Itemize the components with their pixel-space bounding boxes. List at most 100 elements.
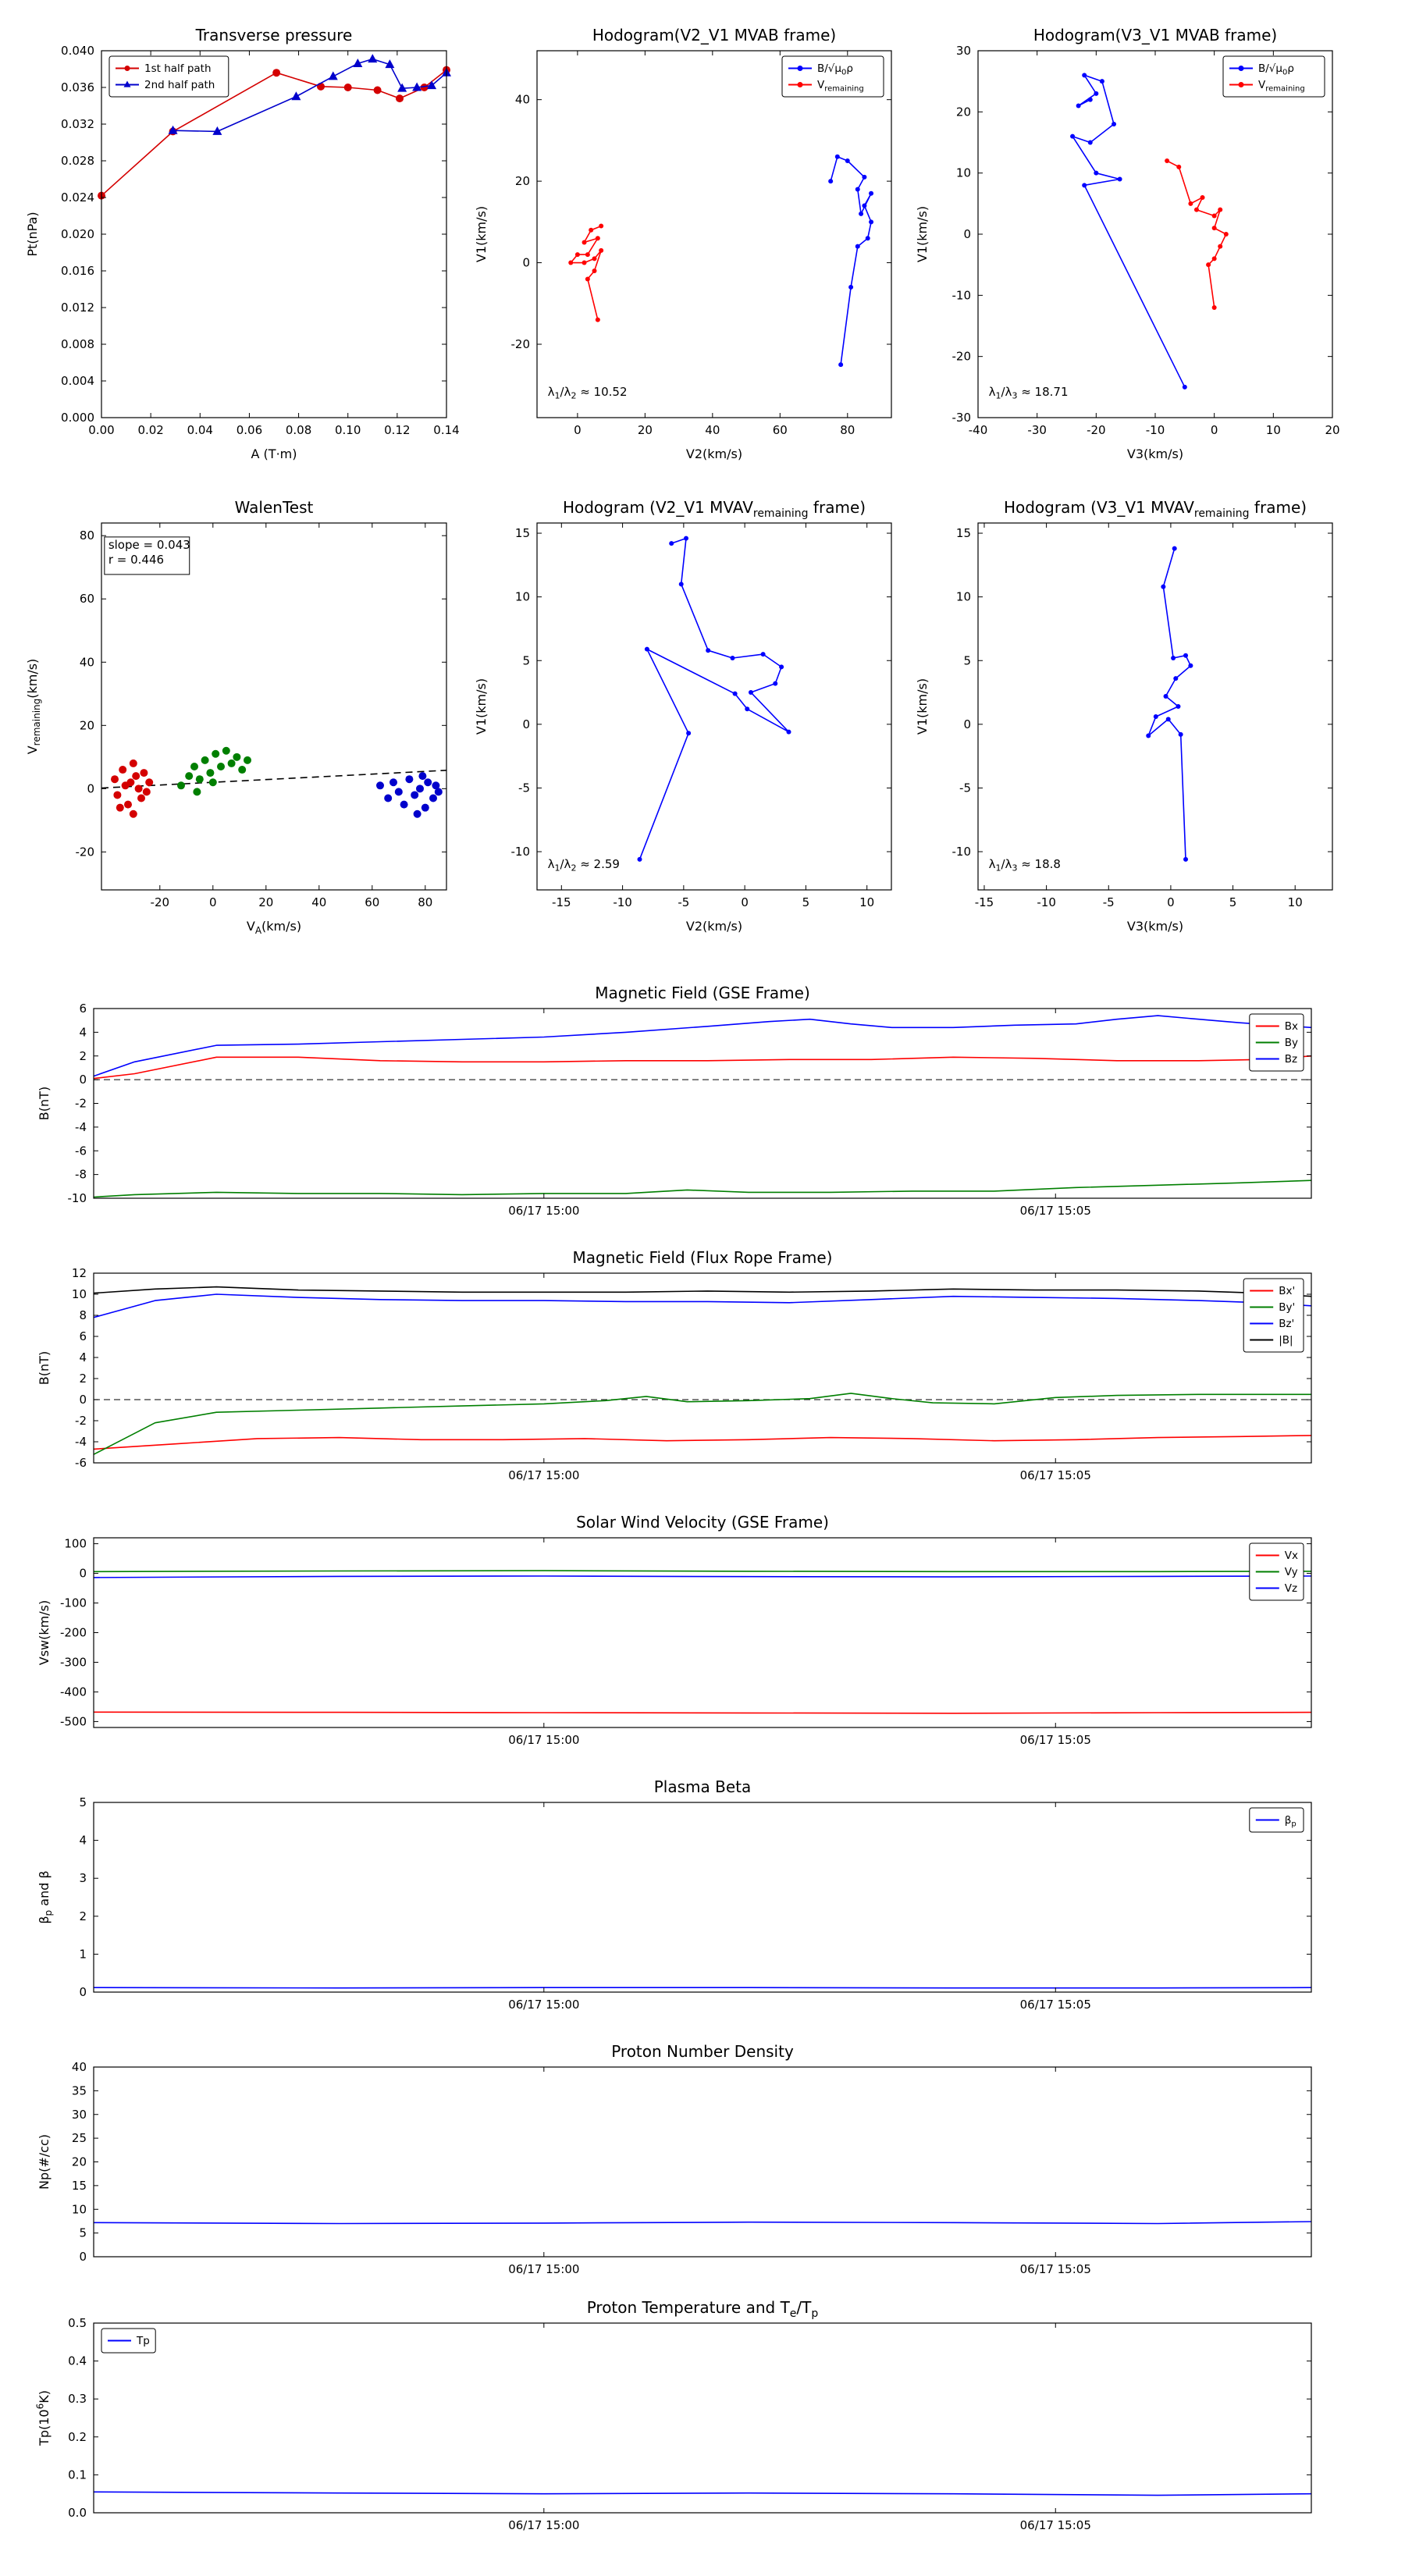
- svg-text:5: 5: [79, 1795, 87, 1809]
- plot-area: [537, 523, 891, 890]
- svg-text:10: 10: [956, 590, 971, 604]
- legend-label: 2nd half path: [144, 79, 215, 91]
- svg-text:0.04: 0.04: [187, 423, 213, 437]
- plot-svg-np: 06/17 15:00 06/17 15:05 0 5 10 15 20 25 30 35 40 Pr…: [37, 2042, 1312, 2276]
- svg-text:-400: -400: [60, 1685, 87, 1699]
- plot-title: Hodogram (V3_V1 MVAVremaining frame): [1004, 498, 1307, 520]
- annotation-text: λ1/λ3 ≈ 18.71: [989, 385, 1069, 401]
- svg-text:80: 80: [418, 895, 432, 909]
- legend-label: Tp: [136, 2335, 150, 2347]
- svg-text:0: 0: [1167, 895, 1175, 909]
- plot-svg-hod5: -15 -10 -5 0 5 10 -10 -5 0 5 10 15 Hodogram (V2_V1 M…: [474, 498, 892, 934]
- svg-text:3: 3: [79, 1871, 87, 1885]
- series-fit: [101, 770, 447, 789]
- y-axis-label: V1(km/s): [474, 206, 489, 262]
- svg-text:80: 80: [840, 423, 855, 437]
- y-axis-label: B(nT): [37, 1351, 52, 1385]
- y-axis-label: V1(km/s): [915, 206, 930, 262]
- legend-label: Vy: [1285, 1566, 1298, 1578]
- svg-text:40: 40: [515, 93, 530, 107]
- svg-text:20: 20: [515, 174, 530, 188]
- svg-text:0.000: 0.000: [61, 411, 94, 425]
- svg-text:40: 40: [705, 423, 720, 437]
- axes-ticks: 06/17 15:00 06/17 15:05 -10 -8 -6 -4 -2 0 2 4 6: [68, 1002, 1311, 1218]
- svg-text:40: 40: [72, 2060, 87, 2074]
- legend-label: B/√μ0ρ: [1258, 62, 1294, 76]
- svg-text:1: 1: [79, 1947, 87, 1961]
- svg-text:8: 8: [79, 1308, 87, 1322]
- svg-text:06/17 15:00: 06/17 15:00: [508, 1733, 579, 1747]
- svg-text:-10: -10: [1037, 895, 1056, 909]
- svg-text:40: 40: [311, 895, 326, 909]
- axes-frame: [93, 1802, 1312, 1993]
- svg-text:30: 30: [72, 2108, 87, 2122]
- y-axis-label: Pt(nPa): [25, 212, 40, 256]
- plot-area: [94, 2067, 1311, 2257]
- svg-text:-20: -20: [511, 337, 531, 351]
- plot-area: [101, 51, 446, 418]
- svg-text:10: 10: [956, 166, 971, 180]
- svg-text:06/17 15:00: 06/17 15:00: [508, 2518, 579, 2532]
- series-By': [93, 1393, 1311, 1455]
- svg-text:20: 20: [956, 105, 971, 119]
- series-Tp: [93, 2491, 1312, 2496]
- svg-text:06/17 15:00: 06/17 15:00: [508, 2262, 579, 2276]
- series-|B|: [93, 1286, 1312, 1297]
- svg-text:0: 0: [522, 717, 530, 731]
- annotation-text: slope = 0.043: [108, 538, 190, 552]
- legend: βp: [1249, 1807, 1304, 1833]
- svg-text:0.02: 0.02: [137, 423, 163, 437]
- svg-text:20: 20: [638, 423, 653, 437]
- axes-ticks: -20 0 20 40 60 80 -20 0 20 40 60 80: [76, 523, 446, 909]
- plot-plasma-beta: 06/17 15:00 06/17 15:05 0 1 2 3 4 5 Plasma Beta β…: [31, 1771, 1327, 2017]
- svg-text:10: 10: [515, 590, 530, 604]
- plot-svg-bfr: 06/17 15:00 06/17 15:05 -6 -4 -2 0 2 4 6 8 10 12 Mag…: [37, 1248, 1312, 1482]
- legend-label: |B|: [1279, 1334, 1293, 1347]
- svg-text:5: 5: [522, 653, 530, 667]
- svg-text:0: 0: [79, 1073, 87, 1087]
- svg-text:-10: -10: [1146, 423, 1165, 437]
- svg-text:0: 0: [79, 1393, 87, 1407]
- annotation-text: r = 0.446: [108, 553, 164, 567]
- axes-ticks: 06/17 15:00 06/17 15:05 0 5 10 15 20 25 30 35 40: [72, 2060, 1311, 2276]
- plot-title: Transverse pressure: [195, 26, 353, 44]
- svg-text:0: 0: [209, 895, 217, 909]
- legend-label: Bx': [1279, 1285, 1295, 1297]
- plot-title: Hodogram(V2_V1 MVAB frame): [592, 26, 836, 44]
- svg-text:0.012: 0.012: [61, 301, 94, 315]
- svg-text:-6: -6: [75, 1456, 87, 1470]
- x-axis-label: V3(km/s): [1127, 919, 1183, 934]
- svg-text:2: 2: [79, 1372, 87, 1386]
- svg-text:10: 10: [72, 1287, 87, 1301]
- plot-area: [537, 51, 891, 418]
- svg-text:-10: -10: [613, 895, 632, 909]
- series-Vx: [93, 1711, 1312, 1714]
- svg-text:0: 0: [963, 227, 971, 241]
- axes-frame: [101, 522, 447, 891]
- series-group: [101, 746, 447, 818]
- y-axis-label: Vremaining(km/s): [25, 659, 42, 755]
- plot-title: Magnetic Field (Flux Rope Frame): [573, 1248, 833, 1267]
- svg-text:15: 15: [956, 526, 971, 540]
- x-axis-label: V2(km/s): [686, 447, 742, 461]
- y-axis-label: Np(#/cc): [37, 2134, 52, 2190]
- plot-title: Proton Number Density: [611, 2042, 794, 2061]
- axes-frame: [93, 2322, 1312, 2514]
- svg-text:-500: -500: [60, 1714, 87, 1728]
- svg-text:0.032: 0.032: [61, 117, 94, 131]
- legend-label: Vremaining: [1258, 79, 1305, 93]
- plot-area: [94, 1273, 1311, 1463]
- svg-text:5: 5: [963, 653, 971, 667]
- svg-text:5: 5: [802, 895, 810, 909]
- svg-text:06/17 15:00: 06/17 15:00: [508, 1998, 579, 2012]
- svg-text:-10: -10: [511, 845, 531, 859]
- legend-label: B/√μ0ρ: [817, 62, 853, 76]
- svg-text:25: 25: [72, 2131, 87, 2145]
- svg-text:0.036: 0.036: [61, 80, 94, 94]
- svg-text:-15: -15: [975, 895, 994, 909]
- svg-text:0: 0: [79, 1985, 87, 1999]
- svg-text:0.5: 0.5: [68, 2316, 87, 2330]
- svg-text:80: 80: [80, 528, 94, 543]
- plot-svg-hod3: -40 -30 -20 -10 0 10 20-30-20-100102030Hodogra…: [915, 26, 1340, 461]
- series-group: [1146, 546, 1193, 862]
